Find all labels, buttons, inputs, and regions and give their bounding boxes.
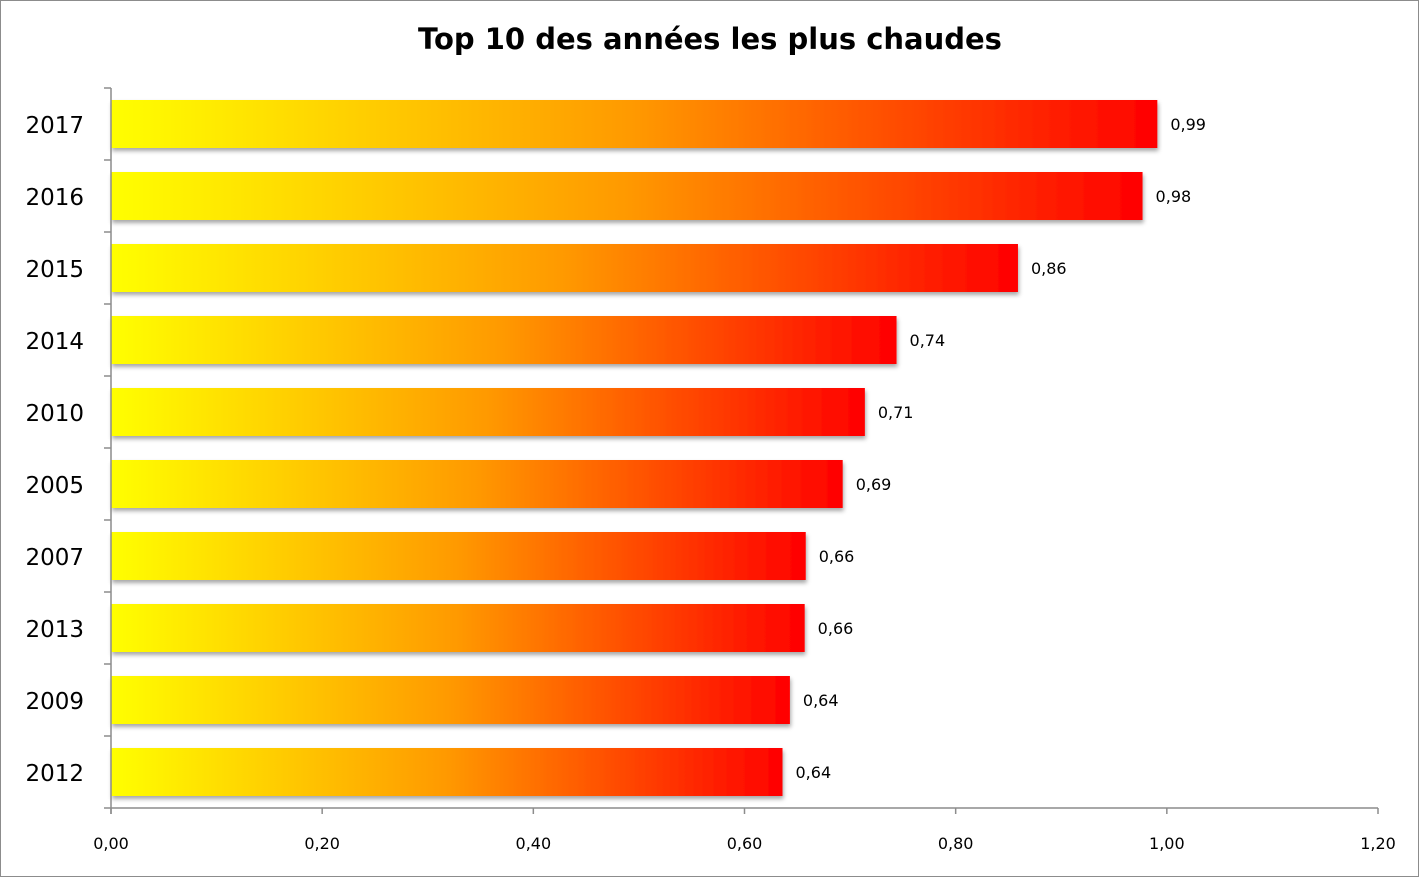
- bar-2005: [111, 460, 843, 508]
- bar-2009: [111, 676, 790, 724]
- x-tick-label: 0,20: [304, 834, 340, 853]
- bar-2010: [111, 388, 865, 436]
- chart-title: Top 10 des années les plus chaudes: [418, 22, 1002, 56]
- bar-2017: [111, 100, 1158, 148]
- data-label-2016: 0,98: [1156, 187, 1192, 206]
- x-tick-label: 1,00: [1149, 834, 1185, 853]
- x-tick-label: 0,40: [516, 834, 552, 853]
- category-label-2016: 2016: [25, 185, 84, 211]
- x-tick-label: 0,00: [93, 834, 129, 853]
- x-tick-label: 0,80: [938, 834, 974, 853]
- data-label-2015: 0,86: [1031, 259, 1067, 278]
- data-label-2013: 0,66: [818, 619, 854, 638]
- category-label-2013: 2013: [25, 617, 84, 643]
- data-label-2012: 0,64: [796, 763, 832, 782]
- category-label-2005: 2005: [25, 473, 84, 499]
- bar-2012: [111, 748, 783, 796]
- category-label-2009: 2009: [25, 689, 84, 715]
- bar-2013: [111, 604, 805, 652]
- bar-2016: [111, 172, 1143, 220]
- category-label-2010: 2010: [25, 401, 84, 427]
- data-label-2014: 0,74: [910, 331, 946, 350]
- category-label-2012: 2012: [25, 761, 84, 787]
- data-label-2009: 0,64: [803, 691, 839, 710]
- data-label-2007: 0,66: [819, 547, 855, 566]
- category-label-2014: 2014: [25, 329, 84, 355]
- category-label-2017: 2017: [25, 113, 84, 139]
- data-label-2017: 0,99: [1170, 115, 1206, 134]
- data-label-2005: 0,69: [856, 475, 892, 494]
- x-tick-label: 0,60: [727, 834, 763, 853]
- bar-2007: [111, 532, 806, 580]
- bar-2014: [111, 316, 897, 364]
- category-label-2007: 2007: [25, 545, 84, 571]
- data-label-2010: 0,71: [878, 403, 914, 422]
- x-tick-label: 1,20: [1360, 834, 1396, 853]
- bar-2015: [111, 244, 1018, 292]
- category-label-2015: 2015: [25, 257, 84, 283]
